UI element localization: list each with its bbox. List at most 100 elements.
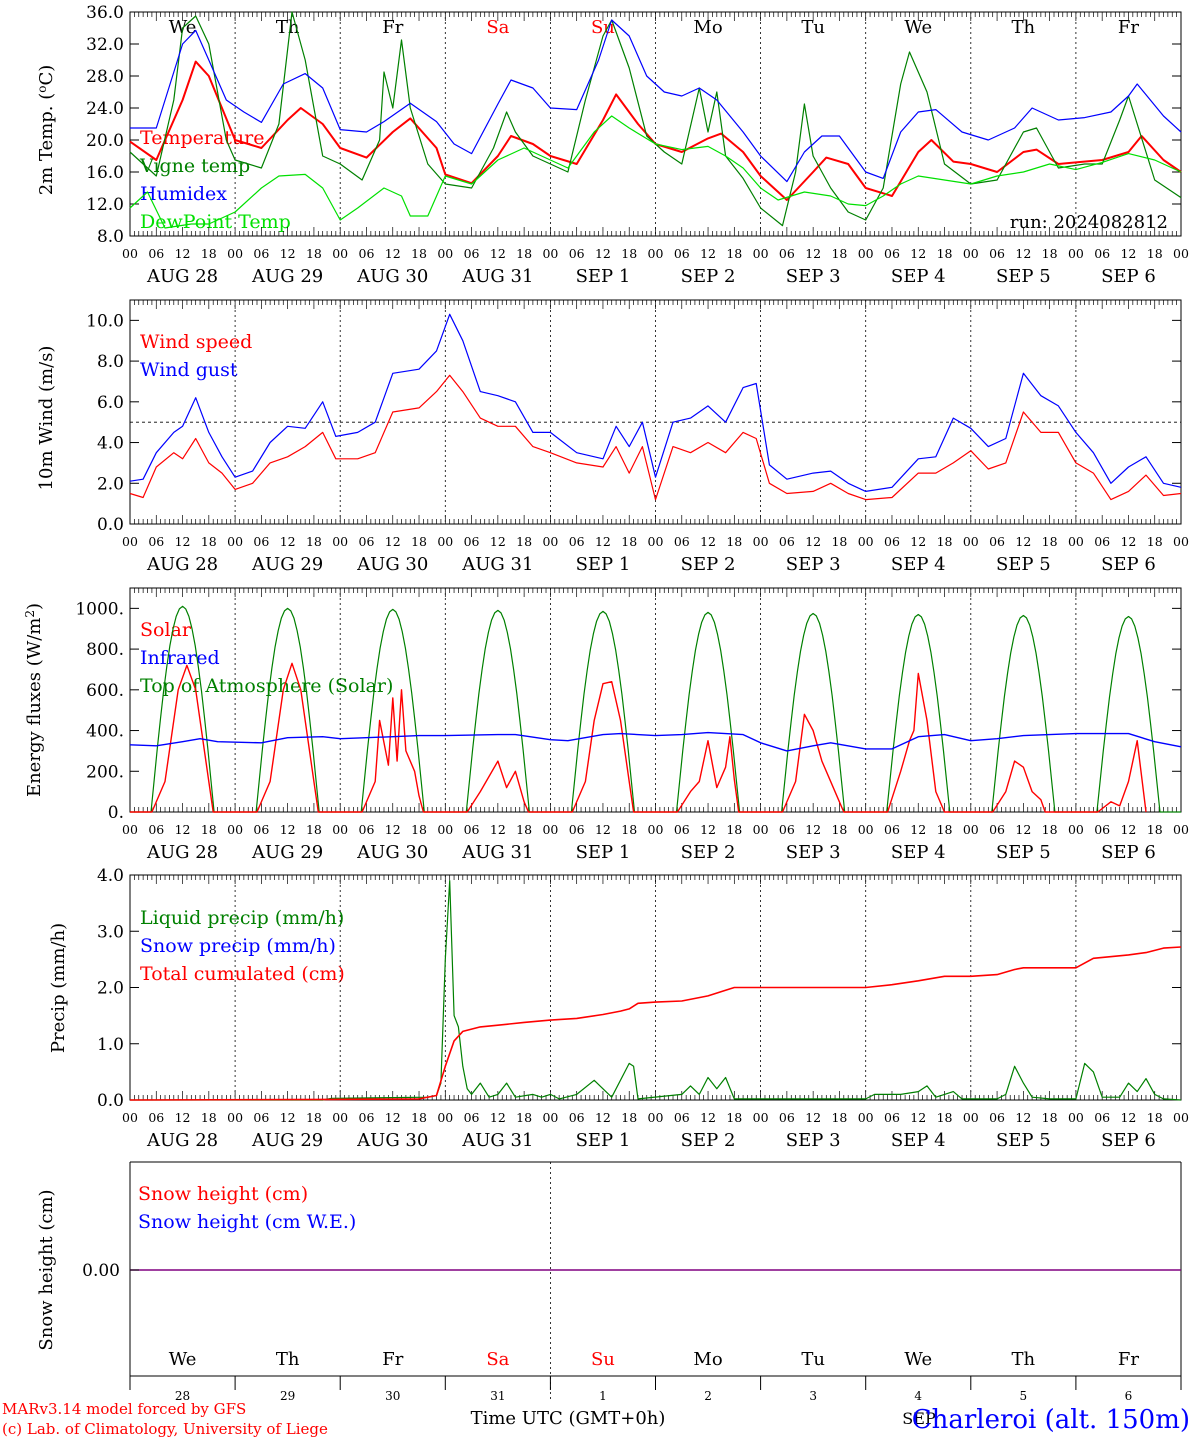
panel1-y-tick-label: 36.0 [86,3,124,23]
hour-tick-label: 18 [726,1110,742,1125]
panel3-y-tick-label: 600. [86,681,124,701]
hour-tick-label: 18 [621,534,637,549]
hour-tick-label: 18 [1042,534,1058,549]
hour-tick-label: 06 [674,246,690,261]
hour-tick-label: 18 [516,822,532,837]
hour-tick-label: 06 [779,1110,795,1125]
legend-total-cumulated: Total cumulated (cm) [140,963,345,985]
hour-tick-label: 06 [674,1110,690,1125]
hour-tick-label: 12 [805,822,821,837]
hour-tick-label: 12 [1015,822,1031,837]
hour-tick-label: 00 [227,246,243,261]
hour-tick-label: 00 [753,1110,769,1125]
panel3-ylabel: Energy fluxes (W/m2) [23,603,45,797]
hour-tick-label: 00 [963,534,979,549]
hour-tick-label: 12 [805,534,821,549]
hour-tick-label: 00 [227,822,243,837]
date-label: SEP 4 [891,266,946,287]
hour-tick-label: 18 [1042,1110,1058,1125]
legend-vigne-temp: Vigne temp [139,155,250,177]
date-label: AUG 31 [461,266,533,287]
legend-temperature: Temperature [140,127,264,149]
hour-tick-label: 06 [674,534,690,549]
panel5-ylabel: Snow height (cm) [36,1189,57,1350]
date-label: AUG 29 [251,554,323,575]
hour-tick-label: 18 [306,1110,322,1125]
panel4-y-tick-label: 3.0 [97,922,124,942]
hour-tick-label: 18 [831,822,847,837]
hour-tick-label: 00 [858,822,874,837]
site-title: Charleroi (alt. 150m) [912,1405,1190,1435]
hour-tick-label: 12 [490,246,506,261]
hour-tick-label: 06 [989,534,1005,549]
legend-liquid-precip: Liquid precip (mm/h) [140,907,344,929]
panel5-weekday-label: Sa [486,1349,509,1370]
hour-tick-label: 00 [1068,1110,1084,1125]
hour-tick-label: 00 [332,246,348,261]
hour-tick-label: 18 [411,822,427,837]
hour-tick-label: 00 [1068,534,1084,549]
panel4-y-tick-label: 0.0 [97,1091,124,1111]
weekday-label: Fr [1118,17,1139,38]
date-label: SEP 4 [891,842,946,863]
hour-tick-label: 12 [1120,246,1136,261]
hour-tick-label: 00 [1173,1110,1189,1125]
hour-tick-label: 06 [359,1110,375,1125]
panel1-y-tick-label: 12.0 [86,195,124,215]
hour-tick-label: 06 [989,1110,1005,1125]
panel3-y-tick-label: 1000. [75,599,124,619]
panel5-weekday-label: We [904,1349,932,1370]
panel5-day-number: 29 [280,1389,295,1403]
date-label: AUG 30 [356,554,428,575]
hour-tick-label: 18 [516,246,532,261]
date-label: SEP 4 [891,1130,946,1151]
hour-tick-label: 00 [122,822,138,837]
weekday-label: Fr [382,17,403,38]
weekday-label: Su [591,17,615,38]
footer-month: SEP [902,1409,936,1428]
date-label: AUG 28 [146,266,218,287]
hour-tick-label: 12 [490,534,506,549]
hour-tick-label: 06 [779,534,795,549]
hour-tick-label: 00 [1068,246,1084,261]
hour-tick-label: 00 [648,822,664,837]
date-label: AUG 28 [146,842,218,863]
panel1-y-tick-label: 28.0 [86,67,124,87]
hour-tick-label: 06 [569,534,585,549]
hour-tick-label: 12 [595,246,611,261]
hour-tick-label: 18 [1147,822,1163,837]
solar-line [130,662,1147,813]
panel5-day-number: 28 [175,1389,190,1403]
hour-tick-label: 06 [989,246,1005,261]
legend-infrared: Infrared [140,647,220,669]
date-label: AUG 28 [146,554,218,575]
date-label: SEP 3 [786,842,841,863]
hour-tick-label: 00 [122,246,138,261]
hour-tick-label: 12 [280,534,296,549]
date-label: AUG 29 [251,1130,323,1151]
date-label: AUG 28 [146,1130,218,1151]
hour-tick-label: 12 [175,822,191,837]
panel5-weekday-label: Tu [801,1349,825,1370]
hour-tick-label: 12 [175,1110,191,1125]
hour-tick-label: 18 [1147,246,1163,261]
weekday-label: We [904,17,932,38]
hour-tick-label: 12 [805,246,821,261]
date-label: SEP 5 [996,266,1051,287]
hour-tick-label: 12 [595,1110,611,1125]
footer-lab: (c) Lab. of Climatology, University of L… [2,1420,328,1438]
panel1-y-tick-label: 20.0 [86,131,124,151]
hour-tick-label: 18 [937,246,953,261]
hour-tick-label: 06 [779,246,795,261]
panel1-y-tick-label: 16.0 [86,163,124,183]
hour-tick-label: 12 [280,246,296,261]
hour-tick-label: 12 [175,534,191,549]
date-label: SEP 6 [1101,1130,1156,1151]
hour-tick-label: 18 [411,534,427,549]
hour-tick-label: 12 [490,1110,506,1125]
hour-tick-label: 06 [569,822,585,837]
hour-tick-label: 12 [910,1110,926,1125]
hour-tick-label: 06 [464,1110,480,1125]
hour-tick-label: 06 [1094,534,1110,549]
hour-tick-label: 06 [148,534,164,549]
